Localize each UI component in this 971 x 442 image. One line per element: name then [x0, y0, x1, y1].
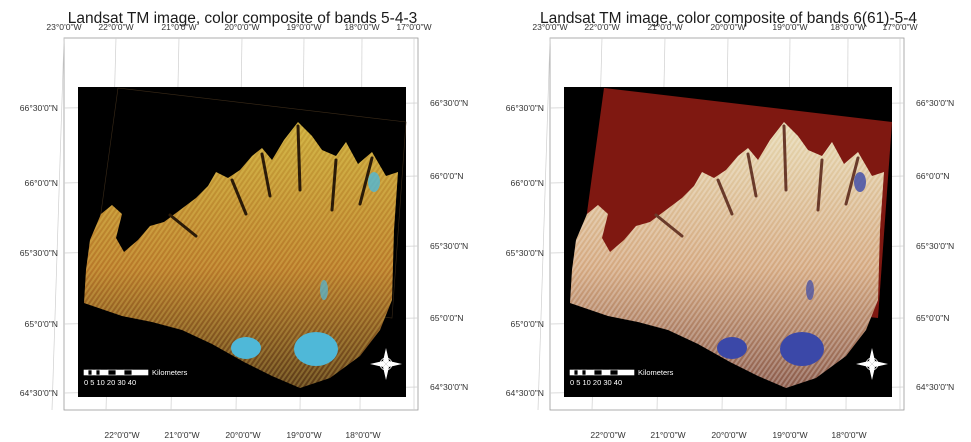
lon-label-top: 21°0'0"W — [647, 22, 683, 32]
meridian-line — [51, 37, 65, 411]
fjord — [844, 156, 860, 206]
fjord — [816, 158, 824, 212]
map-panel-left: Landsat TM image, color composite of ban… — [0, 0, 485, 442]
lat-label-left: 65°30'0"N — [20, 248, 58, 258]
lon-label-top: 22°0'0"W — [98, 22, 134, 32]
scale-ticks: 0 5 10 20 30 40 — [84, 378, 136, 387]
scale-unit: Kilometers — [152, 368, 188, 377]
terrain-texture — [84, 122, 398, 388]
scale-segment — [91, 369, 97, 376]
lon-label-bottom: 19°0'0"W — [286, 430, 322, 440]
lon-label-bottom: 21°0'0"W — [650, 430, 686, 440]
lat-label-right: 64°30'0"N — [916, 382, 954, 392]
map-title: Landsat TM image, color composite of ban… — [67, 10, 418, 27]
ice-cap — [854, 172, 866, 192]
lat-label-right: 66°30'0"N — [916, 98, 954, 108]
lon-label-bottom: 18°0'0"W — [831, 430, 867, 440]
scale-segment — [131, 369, 149, 376]
lon-label-bottom: 18°0'0"W — [345, 430, 381, 440]
scale-segment — [601, 369, 611, 376]
lon-label-top: 18°0'0"W — [344, 22, 380, 32]
ice-cap — [368, 172, 380, 192]
scale-segment — [617, 369, 635, 376]
map-panel-right: Landsat TM image, color composite of ban… — [486, 0, 971, 442]
lon-label-top: 22°0'0"W — [584, 22, 620, 32]
fjord — [330, 158, 338, 212]
lat-label-left: 66°30'0"N — [20, 103, 58, 113]
lon-label-top: 21°0'0"W — [161, 22, 197, 32]
ice-cap — [294, 332, 338, 366]
lon-label-bottom: 21°0'0"W — [164, 430, 200, 440]
lat-label-left: 65°30'0"N — [506, 248, 544, 258]
map-figure: Kilometers 0 5 10 20 30 40 23°0'0"W 22°0'0"… — [506, 22, 954, 440]
lat-label-left: 64°30'0"N — [20, 388, 58, 398]
fjord — [230, 178, 248, 216]
fjord — [654, 213, 684, 238]
terrain-texture — [570, 122, 884, 388]
lat-label-left: 65°0'0"N — [511, 319, 544, 329]
lat-label-left: 64°30'0"N — [506, 388, 544, 398]
compass-rose-icon — [370, 348, 402, 380]
scale-segment — [569, 369, 575, 376]
lon-label-bottom: 22°0'0"W — [104, 430, 140, 440]
fjords — [168, 124, 374, 238]
scale-ticks: 0 5 10 20 30 40 — [570, 378, 622, 387]
lon-label-bottom: 20°0'0"W — [711, 430, 747, 440]
map-frame — [549, 37, 905, 411]
map-figure: Kilometers 0 5 10 20 30 40 23°0'0"W 22°0'0"… — [20, 22, 468, 440]
scale-segment — [585, 369, 595, 376]
fjord — [746, 152, 758, 198]
lat-label-right: 66°0'0"N — [430, 171, 463, 181]
lon-label-bottom: 22°0'0"W — [590, 430, 626, 440]
ice-cap — [780, 332, 824, 366]
lat-label-right: 64°30'0"N — [430, 382, 468, 392]
lat-label-right: 66°30'0"N — [430, 98, 468, 108]
lon-label-top: 19°0'0"W — [772, 22, 808, 32]
lat-label-left: 65°0'0"N — [25, 319, 58, 329]
lat-label-right: 66°0'0"N — [916, 171, 949, 181]
lon-label-top: 20°0'0"W — [710, 22, 746, 32]
fjord — [296, 124, 302, 192]
lon-label-bottom: 20°0'0"W — [225, 430, 261, 440]
lat-label-left: 66°0'0"N — [25, 178, 58, 188]
map-title: Landsat TM image, color composite of ban… — [539, 10, 918, 27]
compass-rose-icon — [856, 348, 888, 380]
scale-bar: Kilometers 0 5 10 20 30 40 — [569, 368, 674, 387]
lon-label-top: 19°0'0"W — [286, 22, 322, 32]
lon-label-top: 17°0'0"W — [396, 22, 432, 32]
ice-cap — [231, 337, 261, 359]
scale-segment — [577, 369, 583, 376]
scale-segment — [99, 369, 109, 376]
lat-label-left: 66°0'0"N — [511, 178, 544, 188]
fjord — [358, 156, 374, 206]
scale-segment — [83, 369, 89, 376]
ice-cap — [806, 280, 814, 300]
ice-cap — [717, 337, 747, 359]
fjord — [260, 152, 272, 198]
lat-label-right: 65°30'0"N — [916, 241, 954, 251]
lat-label-right: 65°30'0"N — [430, 241, 468, 251]
lon-label-top: 23°0'0"W — [46, 22, 82, 32]
scale-unit: Kilometers — [638, 368, 674, 377]
fjord — [782, 124, 788, 192]
lon-label-top: 18°0'0"W — [830, 22, 866, 32]
fjord — [716, 178, 734, 216]
lat-label-right: 65°0'0"N — [430, 313, 463, 323]
scale-bar: Kilometers 0 5 10 20 30 40 — [83, 368, 188, 387]
fjords — [654, 124, 860, 238]
meridian-line — [537, 37, 551, 411]
scale-segment — [115, 369, 125, 376]
lat-label-left: 66°30'0"N — [506, 103, 544, 113]
lon-label-top: 17°0'0"W — [882, 22, 918, 32]
lat-label-right: 65°0'0"N — [916, 313, 949, 323]
fjord — [168, 213, 198, 238]
ice-cap — [320, 280, 328, 300]
lon-label-bottom: 19°0'0"W — [772, 430, 808, 440]
lon-label-top: 23°0'0"W — [532, 22, 568, 32]
map-frame — [63, 37, 419, 411]
lon-label-top: 20°0'0"W — [224, 22, 260, 32]
